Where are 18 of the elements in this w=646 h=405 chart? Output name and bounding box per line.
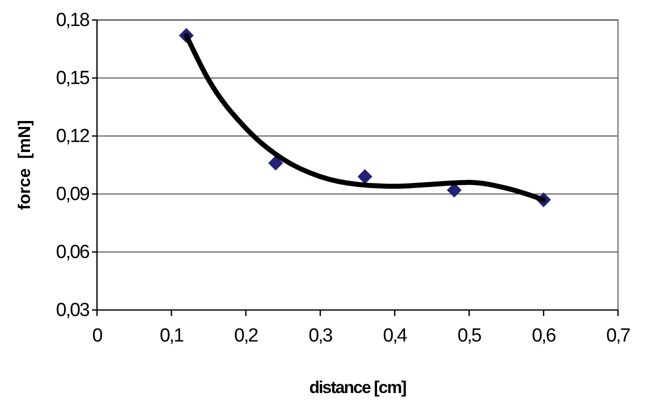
x-tick-label: 0,6 (532, 325, 556, 346)
x-tick-label: 0,1 (160, 325, 184, 346)
y-tick-label: 0,12 (56, 126, 90, 148)
x-tick-label: 0,5 (457, 325, 482, 346)
x-tick-label: 0,3 (308, 325, 332, 346)
y-tick-label: 0,06 (56, 242, 90, 264)
x-tick-label: 0,2 (234, 325, 258, 346)
x-tick-label: 0,4 (383, 325, 408, 346)
y-tick-label: 0,15 (56, 68, 90, 90)
y-tick-label: 0,09 (56, 184, 90, 206)
point (268, 156, 284, 170)
x-tick-label: 0,7 (606, 325, 630, 346)
y-tick-label: 0,18 (56, 10, 90, 32)
x-axis-title: distance [cm] (309, 378, 406, 397)
y-tick-label: 0,03 (56, 300, 90, 322)
x-tick-label: 0 (92, 325, 102, 346)
y-axis-title: force [mN] (15, 120, 34, 210)
point (358, 169, 372, 184)
